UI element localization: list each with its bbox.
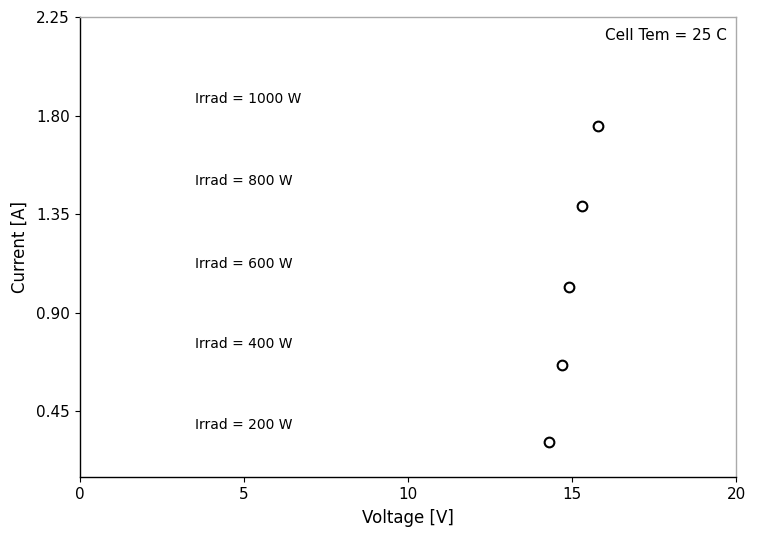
Text: Irrad = 600 W: Irrad = 600 W [195,257,292,271]
Text: Irrad = 1000 W: Irrad = 1000 W [195,93,301,107]
Text: Irrad = 200 W: Irrad = 200 W [195,417,292,431]
Y-axis label: Current [A]: Current [A] [11,201,29,293]
X-axis label: Voltage [V]: Voltage [V] [362,509,454,527]
Text: Cell Tem = 25 C: Cell Tem = 25 C [605,28,727,43]
Text: Irrad = 800 W: Irrad = 800 W [195,174,292,188]
Text: Irrad = 400 W: Irrad = 400 W [195,337,292,351]
